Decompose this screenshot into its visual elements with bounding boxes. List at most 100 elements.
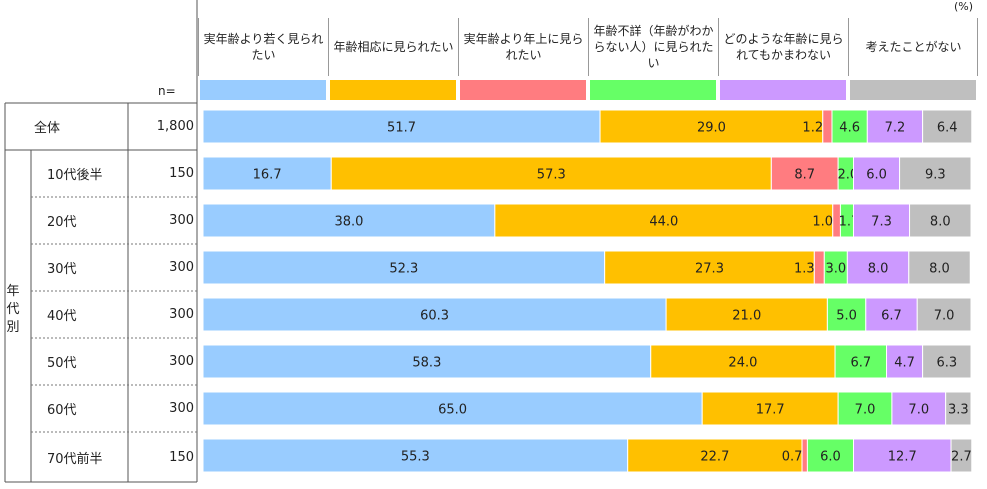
bar-segment xyxy=(650,344,836,379)
row-label: 全体 xyxy=(34,121,61,136)
bar-segment xyxy=(950,438,973,473)
bar-segment xyxy=(202,297,667,332)
bar-segment xyxy=(494,203,834,238)
legend-label-4: 年齢不詳（年齢がわからない人）に見られたい xyxy=(588,18,718,76)
data-label: 38.0 xyxy=(334,215,363,230)
data-label: 57.3 xyxy=(537,168,566,183)
bar-segment xyxy=(202,391,703,426)
bar-segment xyxy=(866,109,924,144)
legend-swatch-2 xyxy=(330,80,456,100)
unit-label: (%) xyxy=(953,0,973,13)
legend-swatch-1 xyxy=(200,80,326,100)
data-label: 6.3 xyxy=(936,356,957,371)
bar-segment xyxy=(899,156,972,191)
bar-segment xyxy=(852,203,911,238)
data-label: 0.7 xyxy=(782,450,803,465)
row-label: 60代 xyxy=(47,403,77,418)
bar-segment xyxy=(909,203,972,238)
row-label: 50代 xyxy=(47,356,77,371)
data-label: 1.2 xyxy=(802,121,823,136)
row-n-value: 300 xyxy=(169,307,194,322)
bar-segment xyxy=(801,438,808,473)
bar-segment xyxy=(202,109,601,144)
bar-segment xyxy=(604,250,815,285)
data-label: 2.7 xyxy=(951,450,972,465)
bar-segment xyxy=(865,297,918,332)
legend-swatch-6 xyxy=(850,80,976,100)
data-label: 16.7 xyxy=(253,168,282,183)
data-label: 6.0 xyxy=(820,450,841,465)
legend-label-6: 考えたことがない xyxy=(848,18,978,76)
bar-segment xyxy=(202,203,496,238)
bar-segment xyxy=(665,297,828,332)
row-label: 20代 xyxy=(47,215,77,230)
data-label: 6.7 xyxy=(881,309,902,324)
row-n-value: 150 xyxy=(169,166,194,181)
data-label: 24.0 xyxy=(728,356,757,371)
header-divider xyxy=(977,18,978,76)
data-label: 7.0 xyxy=(855,403,876,418)
data-label: 7.3 xyxy=(871,215,892,230)
data-label: 65.0 xyxy=(438,403,467,418)
bar-segment xyxy=(908,250,971,285)
bar-segment xyxy=(945,391,972,426)
data-label: 8.0 xyxy=(930,215,951,230)
data-label: 44.0 xyxy=(649,215,678,230)
data-label: 6.0 xyxy=(866,168,887,183)
legend-swatch-4 xyxy=(590,80,716,100)
data-label: 3.3 xyxy=(948,403,969,418)
data-label: 9.3 xyxy=(925,168,946,183)
row-n-value: 300 xyxy=(169,401,194,416)
bar-segment xyxy=(852,156,901,191)
bar-segment xyxy=(837,391,893,426)
bar-segment xyxy=(822,109,833,144)
legend-label-3: 実年齢より年上に見られたい xyxy=(458,18,588,76)
legend-swatch-5 xyxy=(720,80,846,100)
data-label: 1.3 xyxy=(794,262,815,277)
data-label: 51.7 xyxy=(387,121,416,136)
legend-label-5: どのような年齢に見られてもかまわない xyxy=(718,18,848,76)
bar-segment xyxy=(831,109,868,144)
legend-swatch-3 xyxy=(460,80,586,100)
bar-segment xyxy=(834,344,888,379)
age-group-label: 年代別 xyxy=(6,284,20,335)
data-label: 12.7 xyxy=(888,450,917,465)
legend-label-2: 年齢相応に見られたい xyxy=(328,18,458,76)
row-label: 70代前半 xyxy=(47,451,103,467)
data-label: 8.7 xyxy=(794,168,815,183)
bar-segment xyxy=(846,250,910,285)
data-label: 7.0 xyxy=(934,309,955,324)
bar-segment xyxy=(922,109,973,144)
bar-segment xyxy=(852,438,952,473)
data-label: 29.0 xyxy=(697,121,726,136)
data-label: 22.7 xyxy=(700,450,729,465)
n-column-header: n= xyxy=(158,84,176,98)
data-label: 2.0 xyxy=(837,168,858,183)
data-label: 3.0 xyxy=(825,262,846,277)
bar-segment xyxy=(330,156,772,191)
bar-segment xyxy=(599,109,824,144)
row-label: 10代後半 xyxy=(47,168,103,183)
bar-segment xyxy=(202,250,606,285)
bar-segment xyxy=(202,344,652,379)
data-label: 4.7 xyxy=(894,356,915,371)
bar-segment xyxy=(886,344,924,379)
data-label: 7.2 xyxy=(885,121,906,136)
bar-segment xyxy=(813,250,825,285)
data-label: 52.3 xyxy=(389,262,418,277)
data-label: 6.4 xyxy=(937,121,958,136)
bar-segment xyxy=(202,438,629,473)
data-label: 21.0 xyxy=(732,309,761,324)
row-n-value: 300 xyxy=(169,213,194,228)
bar-segment xyxy=(916,297,972,332)
data-label: 60.3 xyxy=(420,309,449,324)
bar-segment xyxy=(891,391,947,426)
bar-segment xyxy=(922,344,972,379)
row-label: 30代 xyxy=(47,262,77,277)
data-label: 1.0 xyxy=(812,215,833,230)
data-label: 5.0 xyxy=(836,309,857,324)
data-label: 17.7 xyxy=(756,403,785,418)
data-label: 4.6 xyxy=(839,121,860,136)
